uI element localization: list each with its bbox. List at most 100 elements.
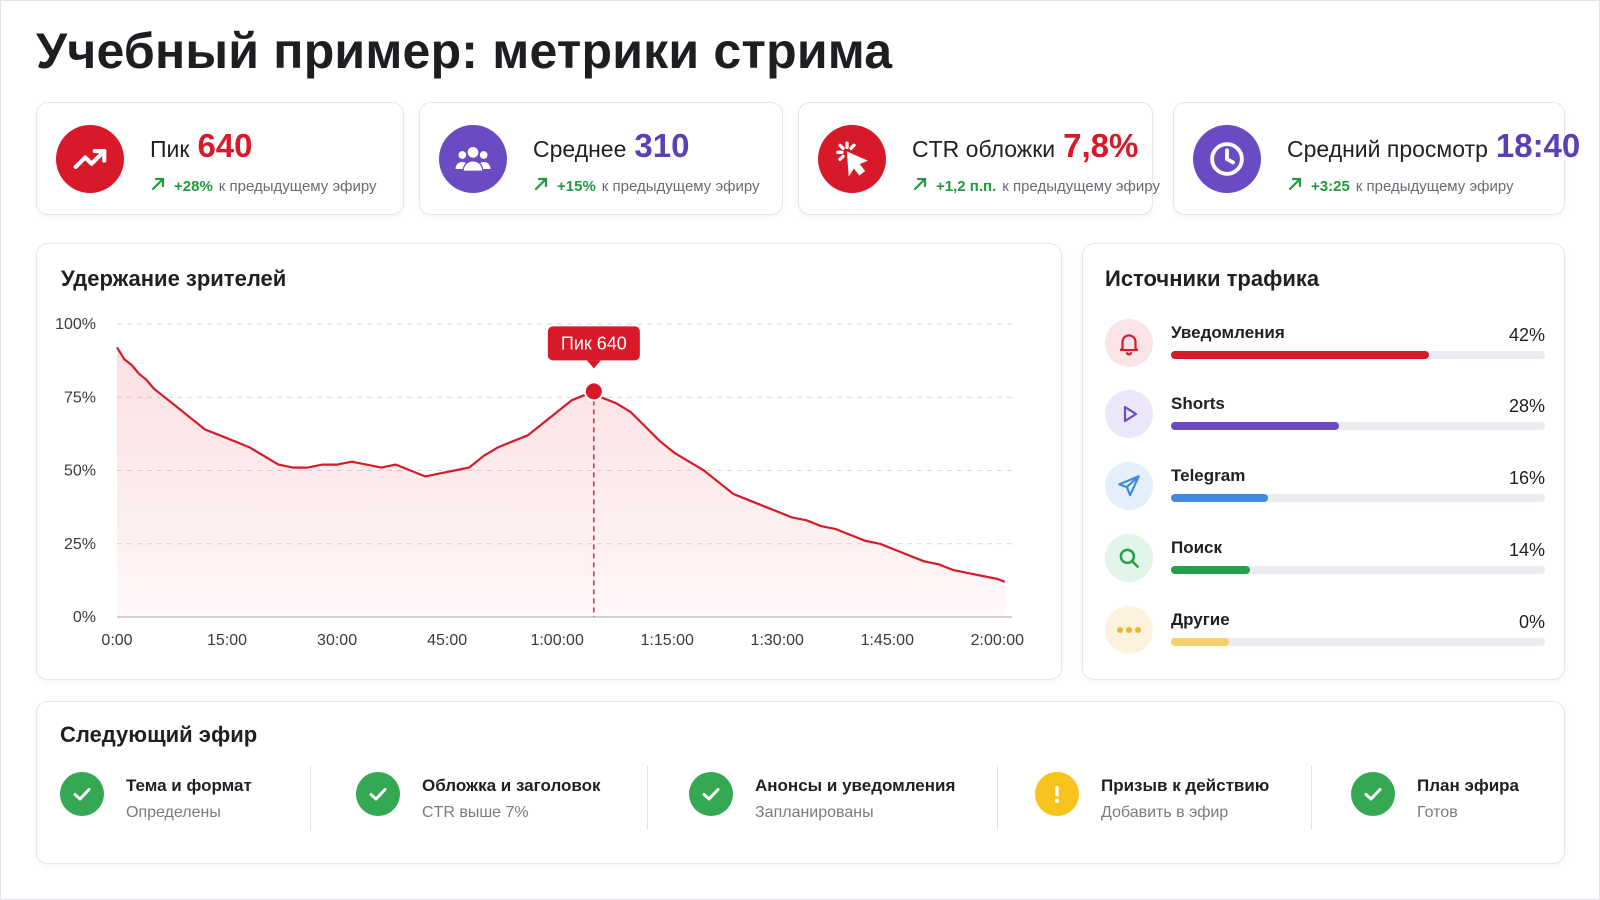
step-subtitle: CTR выше 7% bbox=[422, 804, 529, 821]
send-icon bbox=[1105, 462, 1153, 510]
step-title: Тема и формат bbox=[126, 776, 252, 795]
retention-title: Удержание зрителей bbox=[61, 266, 287, 291]
page-title: Учебный пример: метрики стрима bbox=[36, 23, 893, 79]
source-bar-fill bbox=[1171, 351, 1430, 359]
step-topic-format[interactable]: Тема и формат Определены bbox=[60, 772, 300, 832]
source-bar-fill bbox=[1171, 422, 1340, 430]
step-divider bbox=[1311, 766, 1312, 830]
y-tick-label: 0% bbox=[73, 609, 96, 626]
kpi-delta-text: к предыдущему эфиру bbox=[1355, 177, 1514, 195]
cursor-click-icon bbox=[818, 125, 886, 193]
retention-line bbox=[116, 346, 1006, 583]
x-tick-label: 1:15:00 bbox=[641, 632, 694, 649]
kpi-value: 18:40 bbox=[1495, 127, 1581, 164]
x-tick-label: 1:30:00 bbox=[751, 632, 804, 649]
source-name: Shorts bbox=[1171, 394, 1225, 413]
step-divider bbox=[647, 766, 648, 830]
step-announcements[interactable]: Анонсы и уведомления Запланированы bbox=[689, 772, 989, 832]
x-tick-label: 15:00 bbox=[207, 632, 247, 649]
step-call-to-action[interactable]: Призыв к действию Добавить в эфир bbox=[1035, 772, 1295, 832]
source-name: Другие bbox=[1171, 610, 1230, 629]
arrow-up-right-icon bbox=[1287, 176, 1303, 196]
step-title: Обложка и заголовок bbox=[422, 776, 601, 795]
source-percent: 28% bbox=[1508, 396, 1545, 416]
check-circle-icon bbox=[689, 772, 733, 816]
y-tick-label: 50% bbox=[64, 463, 96, 480]
retention-chart: 0% 25% 50% 75% 100% 0:00 15:00 30:00 45:00 1:00:0… bbox=[55, 316, 1024, 649]
source-bar-fill bbox=[1171, 638, 1229, 646]
next-stream-card: Следующий эфир bbox=[36, 701, 1565, 864]
kpi-delta-text: к предыдущему эфиру bbox=[601, 177, 760, 195]
source-row-search[interactable]: Поиск 14% bbox=[1105, 534, 1545, 594]
source-bar-track bbox=[1171, 494, 1545, 502]
arrow-up-right-icon bbox=[912, 176, 928, 196]
kpi-delta: +1,2 п.п. bbox=[936, 177, 997, 195]
bell-icon bbox=[1105, 319, 1153, 367]
next-stream-title: Следующий эфир bbox=[60, 722, 258, 747]
users-icon bbox=[439, 125, 507, 193]
source-row-notifications[interactable]: Уведомления 42% bbox=[1105, 319, 1545, 379]
kpi-value: 310 bbox=[634, 127, 690, 164]
kpi-delta-text: к предыдущему эфиру bbox=[218, 177, 377, 195]
traffic-sources-card: Источники трафика Уведомления 42% Shorts… bbox=[1082, 243, 1565, 680]
arrow-up-right-icon bbox=[533, 176, 549, 196]
x-tick-label: 1:00:00 bbox=[530, 632, 583, 649]
source-bar-fill bbox=[1171, 494, 1269, 502]
step-stream-plan[interactable]: План эфира Готов bbox=[1351, 772, 1551, 832]
check-circle-icon bbox=[356, 772, 400, 816]
source-name: Telegram bbox=[1171, 466, 1246, 485]
x-tick-label: 30:00 bbox=[317, 632, 357, 649]
source-percent: 42% bbox=[1508, 325, 1545, 345]
trend-up-icon bbox=[56, 125, 124, 193]
step-title: План эфира bbox=[1417, 776, 1520, 795]
peak-point bbox=[583, 381, 604, 402]
arrow-up-right-icon bbox=[150, 176, 166, 196]
kpi-card-average[interactable]: Среднее 310 +15% к предыдущему эфиру bbox=[419, 102, 783, 215]
x-tick-label: 45:00 bbox=[427, 632, 467, 649]
source-row-other[interactable]: Другие 0% bbox=[1105, 606, 1545, 666]
kpi-card-avg-watch[interactable]: Средний просмотр 18:40 +3:25 к предыдущем… bbox=[1173, 102, 1580, 215]
warning-circle-icon bbox=[1035, 772, 1079, 816]
source-row-telegram[interactable]: Telegram 16% bbox=[1105, 462, 1545, 522]
source-percent: 0% bbox=[1518, 612, 1545, 632]
kpi-label: Средний просмотр bbox=[1287, 136, 1488, 162]
step-subtitle: Добавить в эфир bbox=[1101, 804, 1229, 821]
retention-area bbox=[117, 347, 1005, 617]
kpi-delta: +15% bbox=[557, 177, 596, 195]
y-tick-label: 100% bbox=[55, 316, 96, 333]
kpi-label: Среднее bbox=[533, 136, 627, 162]
source-percent: 14% bbox=[1508, 540, 1545, 560]
play-icon bbox=[1105, 390, 1153, 438]
source-bar-track bbox=[1171, 422, 1545, 430]
step-cover-title[interactable]: Обложка и заголовок CTR выше 7% bbox=[356, 772, 636, 832]
source-percent: 16% bbox=[1508, 468, 1545, 488]
kpi-card-ctr[interactable]: CTR обложки 7,8% +1,2 п.п. к предыдущему … bbox=[798, 102, 1160, 215]
step-subtitle: Готов bbox=[1417, 804, 1458, 821]
peak-tooltip-label: Пик 640 bbox=[561, 333, 627, 353]
x-tick-label: 0:00 bbox=[101, 632, 132, 649]
kpi-label: CTR обложки bbox=[912, 136, 1056, 162]
x-tick-label: 1:45:00 bbox=[861, 632, 914, 649]
source-name: Поиск bbox=[1171, 538, 1223, 557]
step-subtitle: Определены bbox=[126, 804, 221, 821]
x-tick-label: 2:00:00 bbox=[971, 632, 1024, 649]
step-subtitle: Запланированы bbox=[755, 804, 874, 821]
kpi-label: Пик bbox=[150, 136, 190, 162]
step-title: Призыв к действию bbox=[1101, 776, 1270, 795]
kpi-delta: +28% bbox=[174, 177, 213, 195]
check-circle-icon bbox=[60, 772, 104, 816]
kpi-delta-text: к предыдущему эфиру bbox=[1002, 177, 1160, 195]
y-tick-label: 75% bbox=[64, 389, 96, 406]
kpi-card-peak[interactable]: Пик 640 +28% к предыдущему эфиру bbox=[36, 102, 404, 215]
source-name: Уведомления bbox=[1171, 323, 1285, 342]
peak-tooltip-box bbox=[547, 326, 640, 361]
step-title: Анонсы и уведомления bbox=[755, 776, 956, 795]
source-bar-track bbox=[1171, 566, 1545, 574]
kpi-value: 640 bbox=[197, 127, 253, 164]
clock-icon bbox=[1193, 125, 1261, 193]
step-divider bbox=[997, 766, 998, 830]
retention-card: Удержание зрителей 0% 25% 50% 75% 100% 0:00 15… bbox=[36, 243, 1062, 680]
peak-tooltip-pointer bbox=[586, 360, 601, 369]
source-row-shorts[interactable]: Shorts 28% bbox=[1105, 390, 1545, 450]
more-dots-icon bbox=[1105, 606, 1153, 654]
